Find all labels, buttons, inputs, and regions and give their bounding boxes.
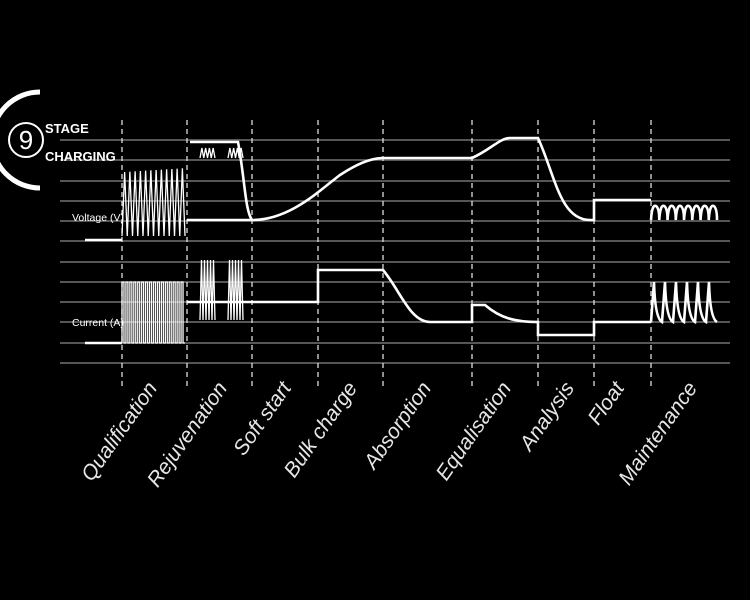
current-rejuvenation [199, 259, 244, 321]
current-trace [85, 268, 651, 345]
logo-line2: CHARGING [45, 149, 116, 164]
voltage-trace [85, 136, 651, 242]
voltage-label: Voltage (V) [72, 212, 124, 224]
voltage-qualification [121, 168, 186, 237]
logo-number: 9 [19, 125, 33, 155]
voltage-pulse [190, 140, 254, 221]
current-label: Current (A) [72, 317, 124, 329]
logo-circle [8, 122, 44, 158]
voltage-maintenance [649, 204, 719, 221]
voltage-rejuvenation [199, 147, 244, 159]
logo-ring [0, 89, 41, 191]
current-maintenance [649, 281, 718, 325]
current-qualification [121, 281, 185, 344]
logo-line1: STAGE [45, 121, 89, 136]
